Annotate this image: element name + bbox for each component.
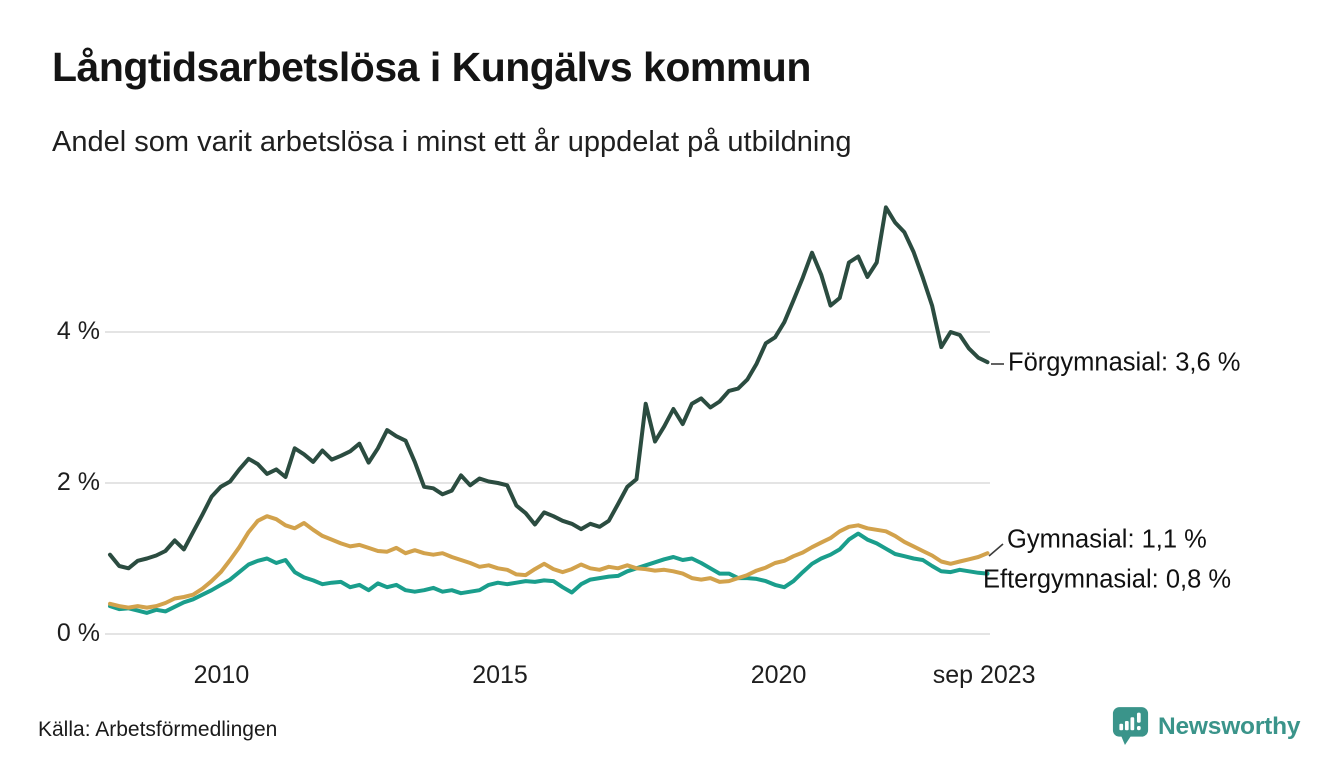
line-eftergymnasial	[108, 531, 990, 615]
x-axis-label-2015: 2015	[472, 661, 528, 689]
series-label-eftergymnasial: Eftergymnasial: 0,8 %	[983, 565, 1232, 594]
line-forgymnasial	[108, 205, 990, 571]
newsworthy-wordmark: Newsworthy	[1158, 712, 1301, 740]
x-axis-label-2010: 2010	[193, 661, 250, 689]
source-note: Källa: Arbetsförmedlingen	[38, 718, 278, 741]
line-gymnasial	[108, 514, 990, 610]
newsworthy-icon	[1112, 707, 1149, 745]
page-title: Långtidsarbetslösa i Kungälvs kommun	[52, 44, 811, 90]
series-label-forgymnasial: Förgymnasial: 3,6 %	[1008, 348, 1241, 377]
y-axis-label-4: 4 %	[56, 316, 100, 345]
x-axis-label-sep-2023: sep 2023	[932, 661, 1036, 689]
page-subtitle: Andel som varit arbetslösa i minst ett å…	[52, 126, 852, 158]
series-label-gymnasial: Gymnasial: 1,1 %	[1007, 525, 1207, 554]
y-axis-label-2: 2 %	[56, 467, 100, 496]
x-axis-label-2020: 2020	[750, 661, 807, 689]
connector-gymnasial	[988, 543, 1004, 557]
newsworthy-logo[interactable]: Newsworthy	[1112, 706, 1301, 747]
y-axis-label-0: 0 %	[56, 618, 100, 647]
